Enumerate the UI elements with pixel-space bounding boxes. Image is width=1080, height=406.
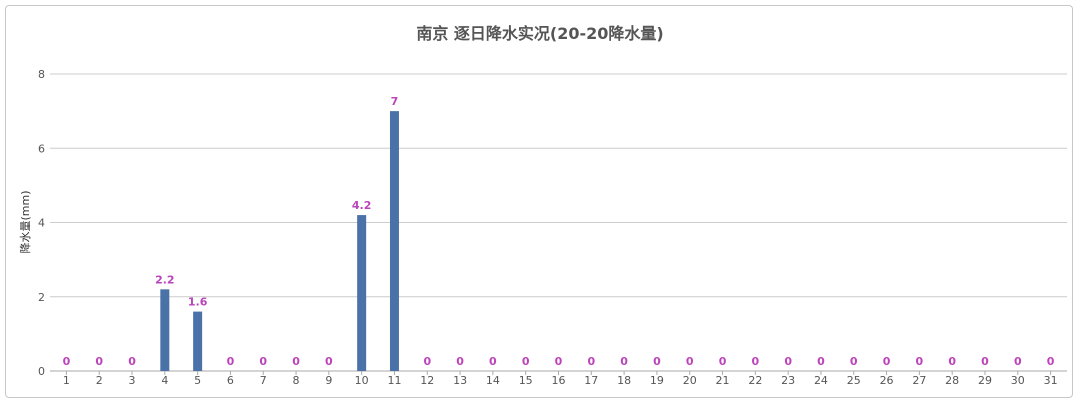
x-tick-labels: 1 2 3 4 5 6 7 8 9 10 11 12 13 14 15 16 17 18 19 20 21 22 23 24 2…: [63, 371, 1058, 387]
value-label: 0: [522, 355, 530, 368]
value-label: 0: [292, 355, 300, 368]
x-tick-label: 19: [650, 374, 664, 387]
value-labels: 0 0 0 2.2 1.6 0 0 0 0 4.2 7 0 0 0 0 0 0 0 0 0 0 0 0 0 0 0 0 0 0 0 0: [63, 95, 1055, 368]
value-label: 7: [391, 95, 399, 108]
x-tick-label: 17: [584, 374, 598, 387]
x-tick-label: 15: [519, 374, 533, 387]
x-tick-label: 31: [1044, 374, 1058, 387]
x-tick-label: 30: [1011, 374, 1025, 387]
x-tick-label: 13: [453, 374, 467, 387]
x-tick-label: 24: [814, 374, 828, 387]
x-tick-label: 20: [683, 374, 697, 387]
y-tick-label: 6: [38, 142, 45, 155]
x-tick-label: 10: [355, 374, 369, 387]
x-tick-label: 12: [420, 374, 434, 387]
chart-title: 南京 逐日降水实况(20-20降水量): [416, 24, 664, 43]
value-label: 0: [555, 355, 563, 368]
value-label: 0: [883, 355, 891, 368]
x-tick-label: 11: [387, 374, 401, 387]
x-tick-label: 21: [716, 374, 730, 387]
value-label: 0: [1047, 355, 1055, 368]
x-tick-label: 14: [486, 374, 500, 387]
value-label: 0: [752, 355, 760, 368]
value-label: 0: [259, 355, 267, 368]
chart-frame: [5, 5, 1073, 398]
y-tick-label: 0: [38, 365, 45, 378]
value-label: 0: [456, 355, 464, 368]
value-label: 0: [95, 355, 103, 368]
x-tick-label: 29: [978, 374, 992, 387]
x-tick-label: 5: [194, 374, 201, 387]
bar[interactable]: [193, 311, 203, 371]
value-label: 0: [227, 355, 235, 368]
y-tick-labels: 0 2 4 6 8: [38, 68, 45, 378]
value-label: 0: [916, 355, 924, 368]
value-label: 0: [719, 355, 727, 368]
value-label: 0: [784, 355, 792, 368]
value-label: 1.6: [188, 296, 208, 309]
x-tick-label: 2: [96, 374, 103, 387]
x-tick-label: 22: [748, 374, 762, 387]
value-label: 0: [325, 355, 333, 368]
bar[interactable]: [160, 289, 170, 371]
y-tick-label: 4: [38, 217, 45, 230]
bars: [160, 111, 399, 371]
value-label: 0: [620, 355, 628, 368]
x-tick-label: 28: [945, 374, 959, 387]
x-tick-label: 4: [161, 374, 168, 387]
x-tick-label: 18: [617, 374, 631, 387]
bar[interactable]: [389, 111, 399, 371]
value-label: 2.2: [155, 273, 175, 286]
y-tick-label: 8: [38, 68, 45, 81]
value-label: 4.2: [352, 199, 372, 212]
value-label: 0: [423, 355, 431, 368]
bar[interactable]: [357, 215, 367, 371]
x-tick-label: 6: [227, 374, 234, 387]
x-tick-label: 23: [781, 374, 795, 387]
x-tick-label: 9: [325, 374, 332, 387]
value-label: 0: [63, 355, 71, 368]
x-tick-label: 1: [63, 374, 70, 387]
value-label: 0: [981, 355, 989, 368]
x-tick-label: 16: [552, 374, 566, 387]
value-label: 0: [850, 355, 858, 368]
y-tick-label: 2: [38, 291, 45, 304]
x-tick-label: 8: [293, 374, 300, 387]
x-tick-label: 3: [129, 374, 136, 387]
value-label: 0: [948, 355, 956, 368]
value-label: 0: [1014, 355, 1022, 368]
value-label: 0: [686, 355, 694, 368]
x-tick-label: 26: [880, 374, 894, 387]
value-label: 0: [128, 355, 136, 368]
value-label: 0: [653, 355, 661, 368]
x-tick-label: 7: [260, 374, 267, 387]
gridlines: [50, 73, 1067, 372]
value-label: 0: [587, 355, 595, 368]
value-label: 0: [817, 355, 825, 368]
value-label: 0: [489, 355, 497, 368]
x-tick-label: 27: [912, 374, 926, 387]
x-tick-label: 25: [847, 374, 861, 387]
